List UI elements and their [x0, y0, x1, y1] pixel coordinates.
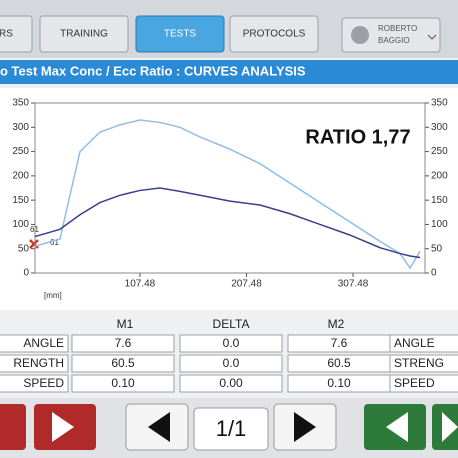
cell-value: 0.0 — [223, 336, 240, 350]
y2-tick-label: 250 — [431, 146, 448, 157]
cell-value: 0.10 — [327, 376, 351, 390]
row-label: RENGTH — [13, 356, 64, 370]
row-label: SPEED — [23, 376, 64, 390]
tab-label[interactable]: TESTS — [164, 29, 197, 40]
tab[interactable]: PROTOCOLS — [229, 15, 319, 53]
cell-value: 60.5 — [111, 356, 135, 370]
cell-value: 0.0 — [223, 356, 240, 370]
cell — [389, 374, 458, 393]
row-label: STRENG — [394, 356, 444, 370]
y-tick-label: 150 — [12, 195, 29, 206]
marker-label: 61 — [50, 238, 59, 247]
curve — [34, 119, 421, 270]
x-tick-label: 307.48 — [338, 279, 369, 290]
column-header: M2 — [328, 317, 345, 331]
y2-tick-label: 150 — [431, 195, 448, 206]
y2-tick-label: 200 — [431, 170, 448, 181]
cell — [0, 374, 69, 393]
nav-button[interactable] — [273, 403, 337, 451]
y-tick-label: 0 — [23, 268, 29, 279]
y2-tick-label: 350 — [431, 98, 448, 109]
cell — [71, 374, 175, 393]
user-first: ROBERTO — [378, 24, 417, 33]
cell — [179, 354, 283, 373]
tab-label[interactable]: PROTOCOLS — [243, 29, 306, 40]
y-tick-label: 200 — [12, 170, 29, 181]
tab-label[interactable]: RS — [0, 29, 13, 40]
cell-value: 0.10 — [111, 376, 135, 390]
cell — [71, 354, 175, 373]
user-last: BAGGIO — [378, 36, 410, 45]
x-tick-label: 207.48 — [231, 279, 262, 290]
pager: 1/1 — [216, 416, 247, 441]
cell — [0, 354, 69, 373]
cell-value: 60.5 — [327, 356, 351, 370]
cell — [179, 334, 283, 353]
cell — [179, 374, 283, 393]
y2-tick-label: 300 — [431, 122, 448, 133]
cell — [389, 334, 458, 353]
y2-tick-label: 50 — [431, 243, 443, 254]
title-bar — [0, 60, 458, 84]
tab-label[interactable]: TRAINING — [60, 29, 108, 40]
page-title: o Test Max Conc / Ecc Ratio : CURVES ANA… — [0, 63, 306, 78]
y-tick-label: 300 — [12, 122, 29, 133]
nav-button[interactable] — [34, 404, 96, 450]
cell-value: 0.00 — [219, 376, 243, 390]
column-header: DELTA — [213, 317, 250, 331]
cell — [71, 334, 175, 353]
tab[interactable]: RS — [0, 15, 33, 53]
y2-tick-label: 0 — [431, 268, 437, 279]
y-tick-label: 250 — [12, 146, 29, 157]
marker-icon — [29, 239, 39, 249]
cell-value: 7.6 — [115, 336, 132, 350]
tab[interactable]: TESTS — [135, 15, 225, 53]
row-label: ANGLE — [23, 336, 64, 350]
nav-button[interactable] — [0, 404, 26, 450]
plot-frame — [34, 102, 426, 274]
row-label: ANGLE — [394, 336, 435, 350]
curve — [34, 187, 421, 259]
nav-button[interactable] — [364, 404, 426, 450]
tab[interactable]: TRAINING — [39, 15, 129, 53]
cell — [0, 334, 69, 353]
column-header: M1 — [117, 317, 134, 331]
x-tick-label: 107.48 — [125, 279, 156, 290]
table: M1 DELTA M2 ANGLE 7.6 0.0 7.6 ANGLE RENGTH 60.5 0.… — [0, 317, 458, 393]
ratio-label: RATIO 1,77 — [305, 126, 410, 148]
y-tick-label: 50 — [18, 243, 30, 254]
y-tick-label: 100 — [12, 219, 29, 230]
pager-box — [193, 407, 269, 451]
nav-button[interactable] — [432, 404, 458, 450]
cell — [389, 354, 458, 373]
row-label: SPEED — [394, 376, 435, 390]
y-tick-label: 350 — [12, 98, 29, 109]
y2-tick-label: 100 — [431, 219, 448, 230]
nav-button[interactable] — [125, 403, 189, 451]
cell-value: 7.6 — [331, 336, 348, 350]
user-button[interactable]: ROBERTO BAGGIO — [341, 17, 441, 53]
x-unit: [mm] — [44, 291, 62, 300]
